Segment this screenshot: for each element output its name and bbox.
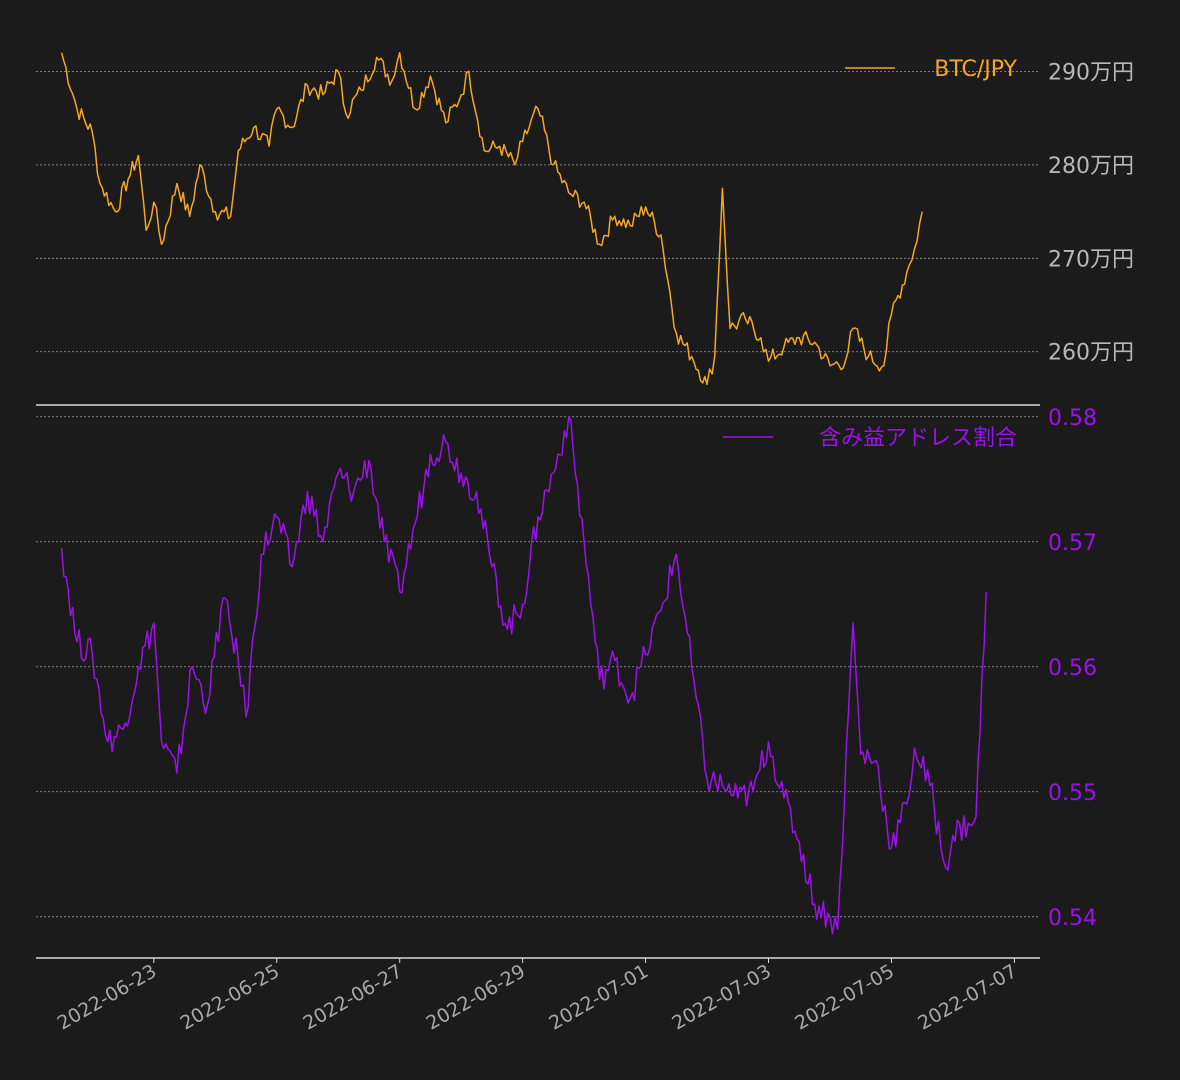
x-tick-label: 2022-07-05 [791, 960, 898, 1034]
ratio-y-tick-label: 0.54 [1048, 906, 1097, 931]
btc-legend-label: BTC/JPY [934, 57, 1017, 82]
ratio-y-tick-label: 0.57 [1048, 531, 1097, 556]
btc-y-tick-label: 280万円 [1048, 154, 1134, 179]
ratio-y-tick-label: 0.58 [1048, 406, 1097, 431]
x-tick-label: 2022-07-07 [914, 960, 1021, 1034]
x-tick-label: 2022-06-25 [177, 960, 284, 1034]
x-tick-label: 2022-06-29 [423, 960, 530, 1034]
ratio-series-line [60, 416, 987, 935]
x-tick-label: 2022-07-03 [668, 960, 775, 1034]
x-tick-label: 2022-06-27 [300, 960, 407, 1034]
btc-y-tick-label: 260万円 [1048, 341, 1134, 366]
btc-price-panel: 260万円 270万円 280万円 290万円 BTC/JPY [36, 51, 1134, 406]
ratio-y-tick-label: 0.55 [1048, 781, 1097, 806]
btc-series-line [60, 51, 923, 386]
btc-y-tick-label: 290万円 [1048, 60, 1134, 85]
ratio-y-tick-label: 0.56 [1048, 656, 1097, 681]
btc-y-tick-label: 270万円 [1048, 247, 1134, 272]
x-tick-label: 2022-06-23 [54, 960, 161, 1034]
x-tick-label: 2022-07-01 [545, 960, 652, 1034]
ratio-legend-label: 含み益アドレス割合 [819, 426, 1017, 451]
